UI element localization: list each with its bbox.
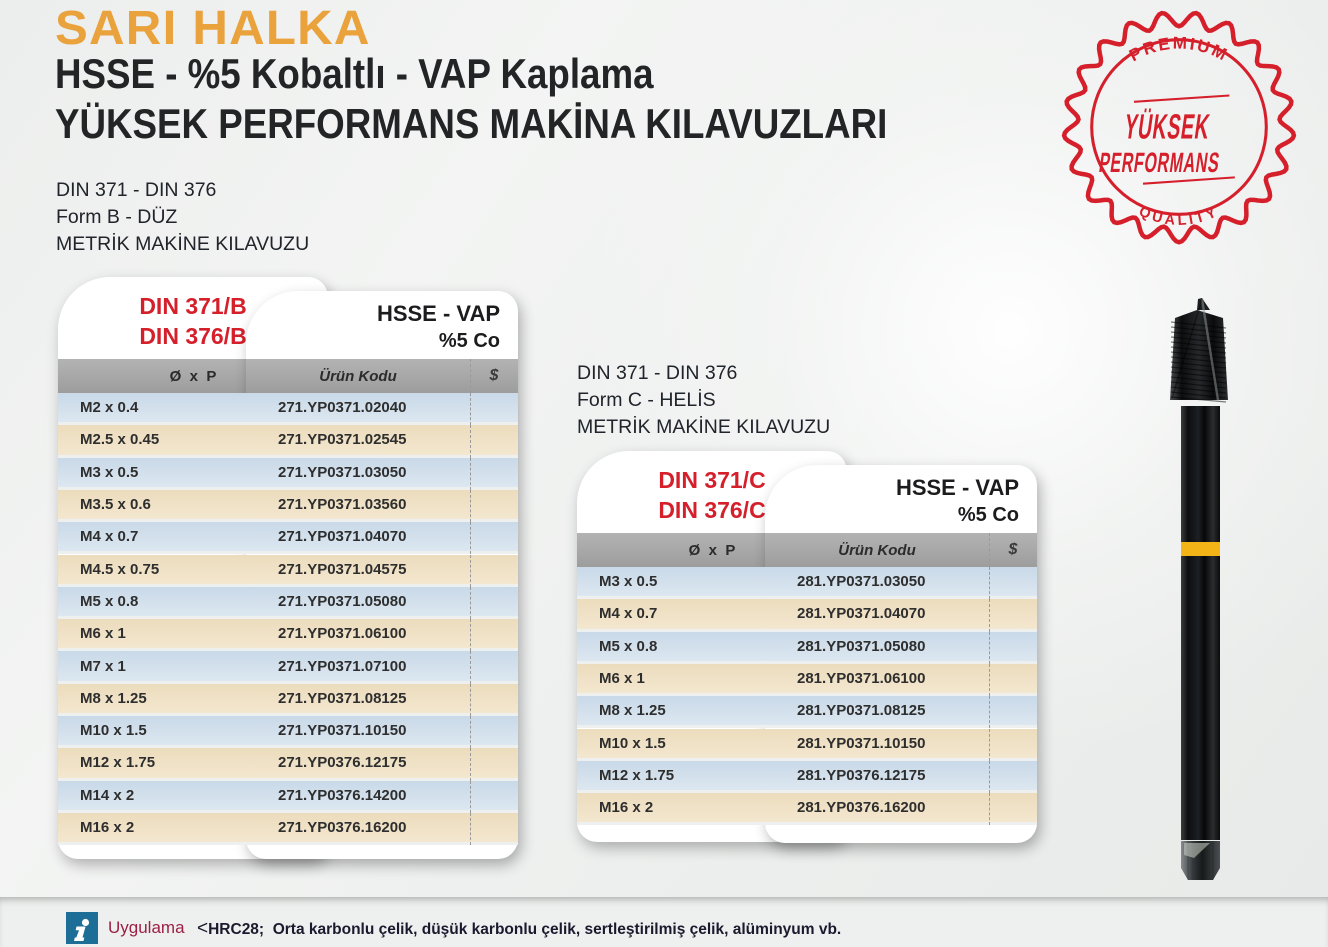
svg-text:PREMIUM: PREMIUM	[1126, 34, 1232, 66]
svg-text:QUALITY: QUALITY	[1136, 204, 1221, 229]
svg-text:YÜKSEK: YÜKSEK	[1122, 107, 1213, 148]
svg-text:PERFORMANS: PERFORMANS	[1097, 146, 1222, 178]
